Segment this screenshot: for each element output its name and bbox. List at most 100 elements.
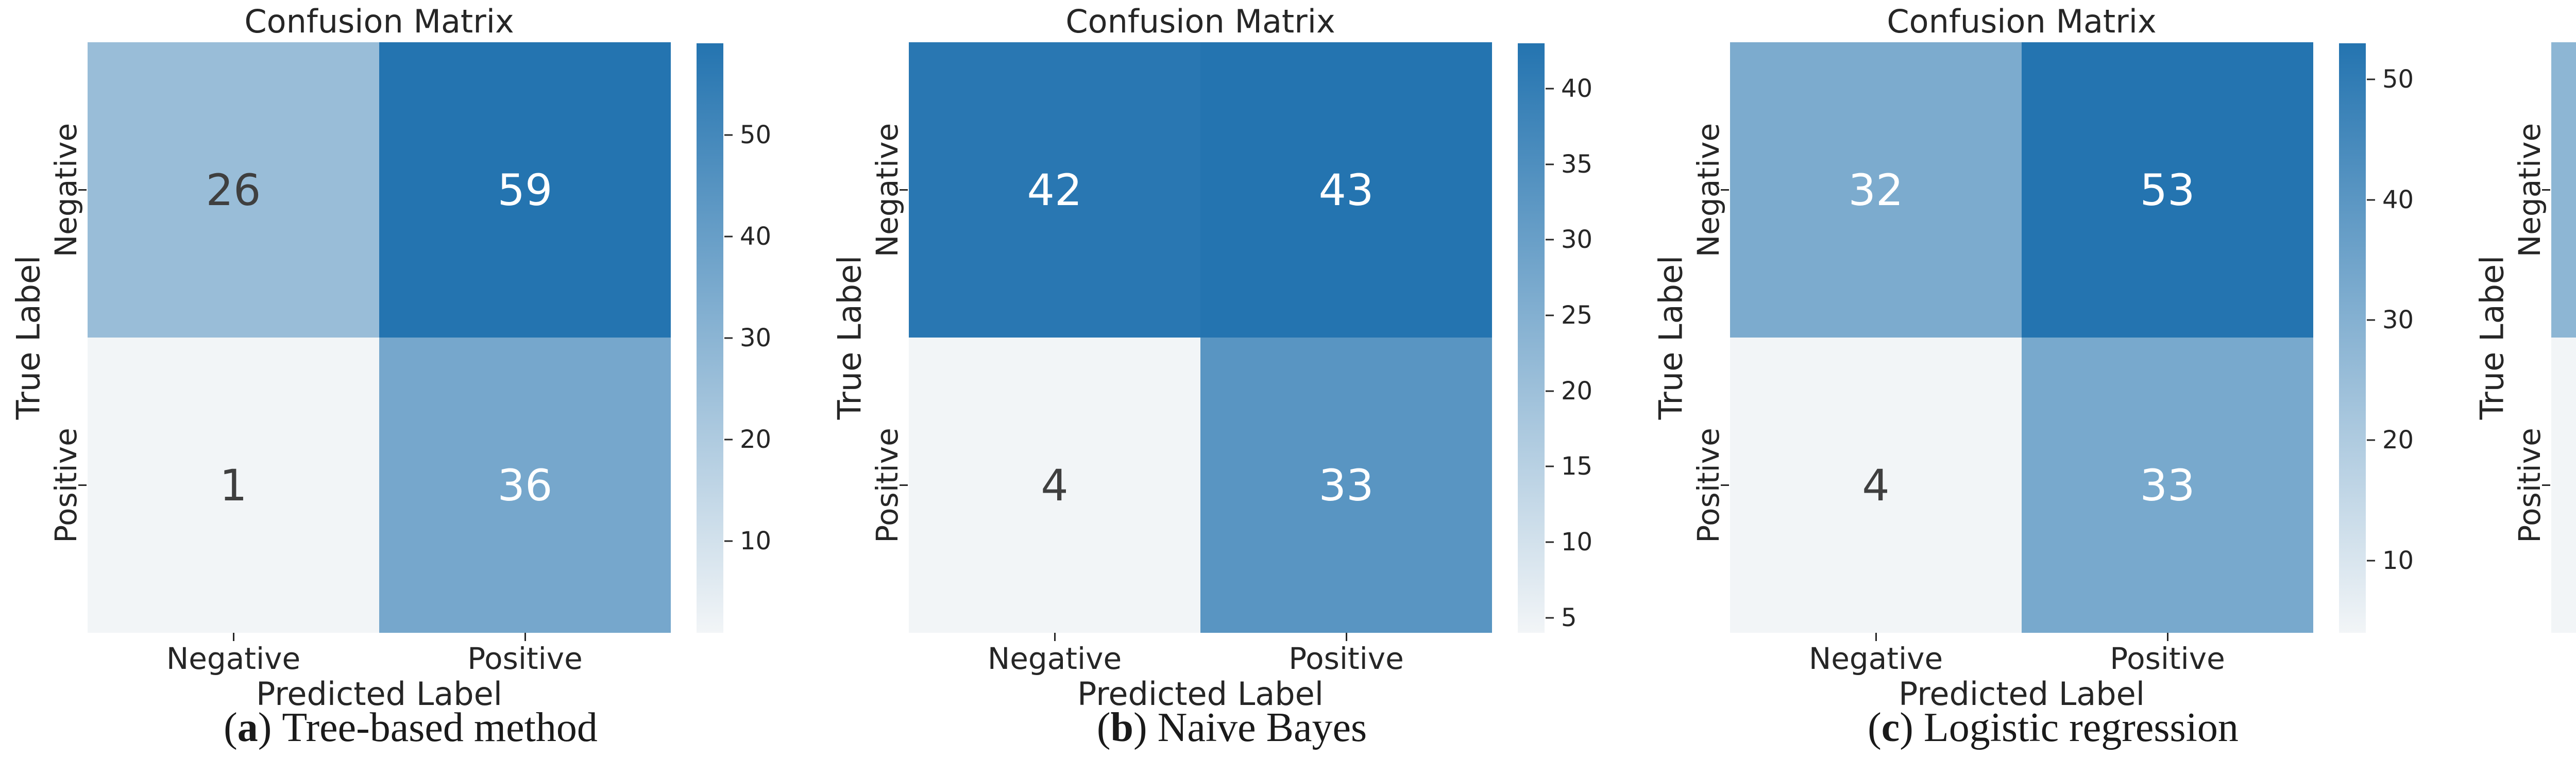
y-tick-mark [78, 189, 87, 191]
colorbar-tick-mark [724, 134, 733, 136]
heatmap-cell-positive-negative: 4 [1730, 338, 2022, 633]
caption-paren: ) [1133, 705, 1147, 750]
heatmap-cell-negative-negative: 29 [2551, 42, 2576, 338]
colorbar-tick-mark [724, 235, 733, 238]
confusion-matrix-panel: Confusion Matrix True Label 42 43 4 33 Pred… [821, 0, 1642, 757]
colorbar-tick-label: 30 [2382, 305, 2414, 334]
x-tick-mark [1345, 633, 1347, 641]
subfigure-caption: (d) Voting classifier [2464, 703, 2576, 752]
y-axis-label: True Label [2473, 255, 2511, 420]
cell-value: 1 [219, 460, 247, 511]
x-tick-label: Negative [166, 641, 301, 676]
y-tick-mark [2542, 484, 2550, 486]
caption-letter: c [1881, 705, 1900, 750]
heatmap-cell-negative-positive: 53 [2022, 42, 2313, 338]
colorbar-tick-mark [1546, 390, 1554, 392]
x-tick-label: Positive [2110, 641, 2225, 676]
colorbar-tick-mark [1546, 88, 1554, 90]
colorbar-tick-label: 50 [2382, 65, 2414, 94]
x-axis-label: Predicted Label [1898, 675, 2145, 713]
colorbar-tick-mark [1546, 239, 1554, 241]
heatmap-cell-positive-positive: 33 [2022, 338, 2313, 633]
y-tick-mark [900, 189, 908, 191]
y-tick-mark [1721, 189, 1729, 191]
cell-value: 33 [2140, 460, 2195, 511]
caption-text: Naive Bayes [1157, 705, 1367, 750]
colorbar-tick-label: 15 [1561, 452, 1593, 481]
subfigure-caption: (a) Tree-based method [0, 703, 821, 752]
heatmap-cell-positive-positive: 33 [1200, 338, 1492, 633]
heatmap-cell-negative-negative: 42 [909, 42, 1200, 338]
heatmap-cell-negative-negative: 26 [88, 42, 379, 338]
x-tick-mark [1875, 633, 1877, 641]
heatmap-cell-positive-negative: 1 [88, 338, 379, 633]
cell-value: 26 [206, 164, 261, 215]
x-tick-label: Positive [1289, 641, 1404, 676]
plot-title: Confusion Matrix [244, 3, 514, 40]
colorbar-tick-mark [2367, 560, 2375, 562]
heatmap-cell-negative-positive: 59 [379, 42, 671, 338]
caption-text: Logistic regression [1923, 705, 2239, 750]
colorbar-tick-mark [724, 540, 733, 542]
heatmap-grid: 42 43 4 33 [909, 42, 1492, 633]
colorbar-tick-mark [2367, 439, 2375, 441]
cell-value: 32 [1848, 164, 1904, 215]
caption-letter: a [237, 705, 258, 750]
y-axis-label: True Label [9, 255, 47, 420]
colorbar [697, 43, 723, 633]
colorbar-tick-label: 25 [1561, 301, 1593, 330]
colorbar-tick-mark [1546, 465, 1554, 467]
x-tick-label: Negative [1808, 641, 1943, 676]
colorbar-tick-label: 30 [1561, 225, 1593, 255]
x-tick-label: Positive [467, 641, 583, 676]
heatmap-cell-negative-negative: 32 [1730, 42, 2022, 338]
colorbar-tick-label: 50 [740, 120, 772, 149]
colorbar [2339, 43, 2366, 633]
x-tick-mark [2166, 633, 2168, 641]
colorbar-tick-label: 40 [1561, 74, 1593, 103]
confusion-matrix-panel: Confusion Matrix True Label 26 59 1 36 Pred… [0, 0, 821, 757]
colorbar-tick-mark [1546, 314, 1554, 316]
caption-letter: b [1110, 705, 1133, 750]
cell-value: 59 [497, 164, 553, 215]
heatmap-grid: 32 53 4 33 [1730, 42, 2313, 633]
cell-value: 53 [2140, 164, 2195, 215]
caption-text: Tree-based method [282, 705, 598, 750]
y-tick-mark [78, 484, 87, 486]
cell-value: 4 [1041, 460, 1069, 511]
colorbar-tick-mark [1546, 617, 1554, 619]
plot-title: Confusion Matrix [1065, 3, 1335, 40]
colorbar-tick-label: 40 [2382, 185, 2414, 214]
x-axis-label: Predicted Label [256, 675, 503, 713]
colorbar [1518, 43, 1545, 633]
y-tick-mark [1721, 484, 1729, 486]
x-tick-mark [524, 633, 526, 641]
confusion-matrix-panel: Confusion Matrix True Label 2956334 Pred… [2464, 0, 2576, 757]
colorbar-tick-mark [2367, 319, 2375, 321]
cell-value: 4 [1862, 460, 1890, 511]
heatmap-grid: 2956334 [2551, 42, 2576, 633]
colorbar-tick-label: 35 [1561, 149, 1593, 179]
heatmap-cell-positive-positive: 36 [379, 338, 671, 633]
colorbar-tick-label: 10 [740, 527, 772, 556]
colorbar-tick-label: 10 [1561, 528, 1593, 557]
x-tick-mark [1054, 633, 1056, 641]
x-tick-mark [232, 633, 234, 641]
heatmap-grid: 26 59 1 36 [88, 42, 671, 633]
colorbar-tick-mark [2367, 78, 2375, 80]
y-axis-label: True Label [1652, 255, 1690, 420]
colorbar-tick-label: 30 [740, 324, 772, 352]
colorbar-tick-mark [724, 439, 733, 441]
colorbar-tick-label: 40 [740, 222, 772, 251]
x-tick-label: Negative [987, 641, 1122, 676]
plot-title: Confusion Matrix [1887, 3, 2157, 40]
cell-value: 33 [1318, 460, 1374, 511]
plot-title: Confusion Matrix [2551, 3, 2576, 40]
y-tick-mark [900, 484, 908, 486]
caption-paren: ( [1868, 705, 1882, 750]
colorbar-tick-label: 20 [740, 425, 772, 455]
heatmap-cell-positive-negative: 4 [909, 338, 1200, 633]
cell-value: 42 [1027, 164, 1082, 215]
x-axis-label: Predicted Label [1077, 675, 1324, 713]
caption-paren: ) [258, 705, 272, 750]
